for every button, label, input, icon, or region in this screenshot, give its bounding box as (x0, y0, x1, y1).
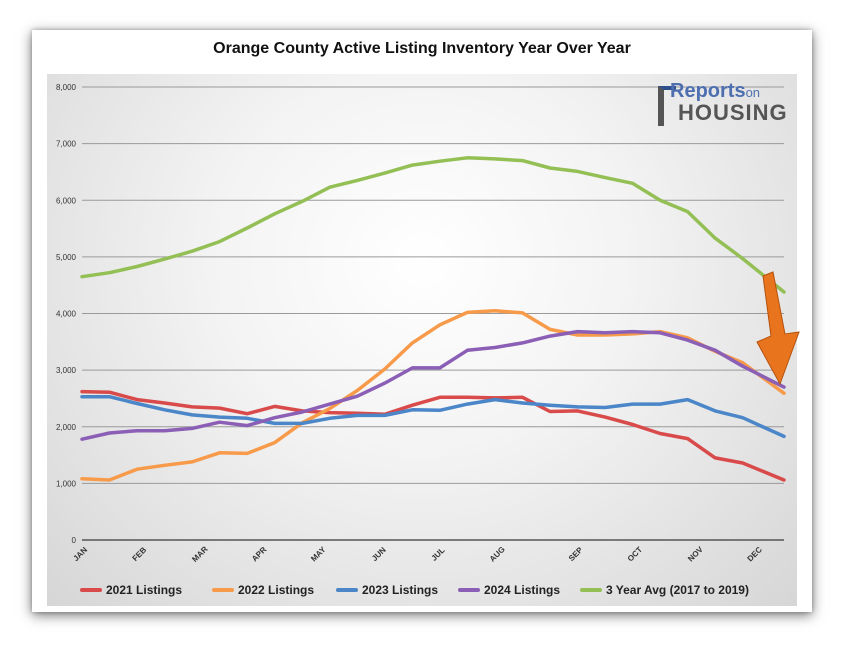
x-tick-label-feb: FEB (131, 545, 149, 563)
legend-item: 2023 Listings (336, 578, 438, 602)
logo-text-on: on (745, 85, 761, 100)
legend-label: 2023 Listings (362, 583, 439, 597)
reports-on-housing-logo: Reportson HOUSING (656, 80, 788, 130)
y-tick-label: 7,000 (56, 140, 77, 149)
x-tick-label-jan: JAN (71, 545, 89, 563)
logo-text-reports: Reports (670, 80, 746, 102)
legend-label: 2022 Listings (238, 583, 315, 597)
legend-item: 2022 Listings (212, 578, 314, 602)
legend-label: 3 Year Avg (2017 to 2019) (606, 583, 749, 597)
x-tick-label-aug: AUG (488, 545, 507, 564)
y-tick-label: 6,000 (56, 196, 77, 205)
chart-card: Orange County Active Listing Inventory Y… (32, 30, 812, 612)
x-tick-label-oct: OCT (626, 545, 644, 563)
logo-mark-icon (658, 86, 676, 126)
x-tick-label-jun: JUN (370, 545, 388, 563)
chart-legend: 2021 Listings 2022 Listings 2023 Listings 2… (80, 578, 780, 602)
legend-item: 3 Year Avg (2017 to 2019) (580, 578, 749, 602)
legend-swatch (212, 588, 234, 592)
legend-label: 2021 Listings (106, 583, 183, 597)
series-line-3 (80, 394, 786, 439)
x-tick-label-apr: APR (250, 545, 268, 563)
series-line-4 (80, 329, 786, 441)
y-tick-label: 5,000 (56, 253, 77, 262)
y-tick-label: 8,000 (56, 83, 77, 92)
legend-swatch (80, 588, 102, 592)
y-tick-label: 3,000 (56, 366, 77, 375)
series-line-5 (80, 156, 786, 294)
downward-arrow-icon (756, 271, 800, 386)
legend-swatch (580, 588, 602, 592)
y-tick-label: 1,000 (56, 479, 77, 488)
x-tick-label-nov: NOV (686, 544, 705, 563)
x-tick-label-jul: JUL (430, 546, 447, 563)
x-tick-label-sep: SEP (567, 545, 585, 563)
legend-label: 2024 Listings (484, 583, 561, 597)
y-tick-label: 0 (72, 536, 77, 545)
logo-text-housing: HOUSING (678, 100, 788, 125)
legend-swatch (336, 588, 358, 592)
legend-swatch (458, 588, 480, 592)
x-tick-label-dec: DEC (746, 545, 764, 563)
series-line-1 (80, 389, 786, 482)
x-tick-label-may: MAY (309, 545, 328, 564)
legend-item: 2024 Listings (458, 578, 560, 602)
chart-title: Orange County Active Listing Inventory Y… (213, 40, 631, 57)
y-tick-label: 2,000 (56, 423, 77, 432)
y-tick-label: 4,000 (56, 310, 77, 319)
legend-item: 2021 Listings (80, 578, 182, 602)
x-tick-label-mar: MAR (190, 544, 209, 563)
